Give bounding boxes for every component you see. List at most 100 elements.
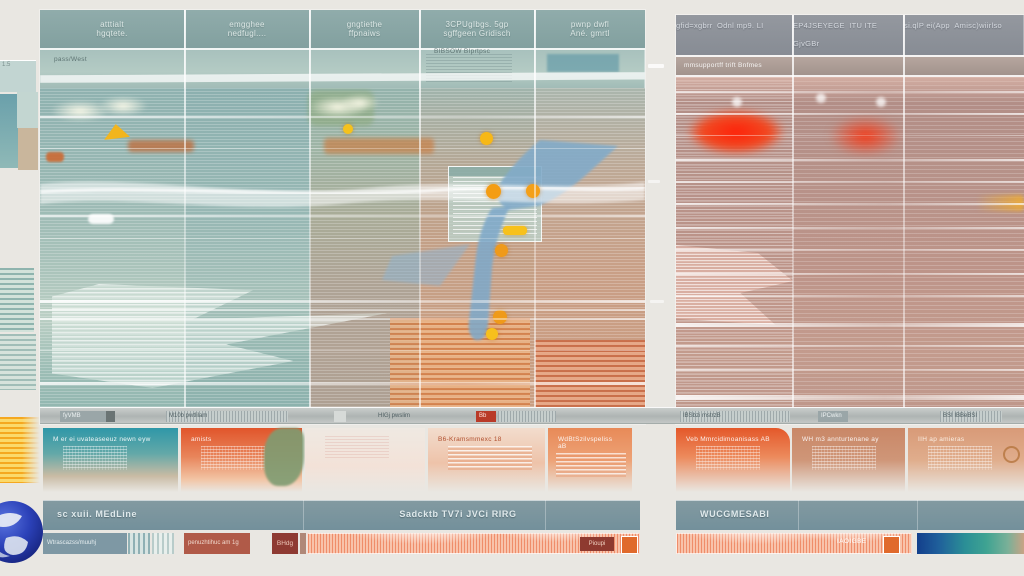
toolbar-chip[interactable]: HIGj pwslim: [378, 413, 411, 419]
gradient-scale-bar[interactable]: [917, 533, 1024, 554]
row-separator: [40, 350, 645, 351]
column-header[interactable]: emgghee nedfugl....: [185, 10, 310, 48]
header-line: Odnl mp9. LI: [717, 21, 764, 30]
white-oval: [88, 214, 114, 224]
footer-striped-chip[interactable]: [152, 533, 174, 554]
column-separator: [419, 10, 421, 424]
subheader-cell: [185, 50, 310, 90]
column-header[interactable]: EP4JSEYEGE ITU ITE GjvGBr: [793, 15, 905, 55]
footer-divider: [798, 500, 799, 530]
toolbar-chip[interactable]: fyVMB: [60, 411, 108, 422]
card-dotted-text: [696, 446, 760, 470]
row-separator: [676, 113, 1024, 115]
white-wave-line: [40, 186, 645, 195]
blue-wedge-shape: [382, 244, 470, 286]
footer-chart-strip[interactable]: Pioupi: [307, 533, 640, 554]
left-data-table: atttialt hgqtete. emgghee nedfugl.... gn…: [40, 10, 645, 424]
toolbar-chip[interactable]: [106, 411, 115, 422]
margin-striped-fragment: [0, 334, 36, 390]
row-separator: [676, 135, 1024, 136]
header-line: hgqtete.: [96, 29, 128, 38]
summary-card[interactable]: WdBtSzilvspeliss aB: [548, 428, 632, 492]
chart-label: IAOIGBE: [837, 538, 867, 545]
white-dot: [732, 97, 742, 107]
toolbar-chip[interactable]: [498, 411, 556, 422]
header-line: Amisc)wiirlso: [954, 21, 1003, 30]
row-separator: [676, 273, 1024, 275]
card-dotted-text: [556, 453, 626, 477]
subheader-text: BIBSOW BIprtpsc: [434, 48, 491, 55]
gap-tick: [648, 180, 660, 183]
orange-striped-rows: [390, 318, 530, 412]
footer-header-bar: WUCGMESABI: [676, 500, 1024, 530]
margin-striped-fragment: [0, 268, 34, 332]
footer-chart-strip[interactable]: IAOIGBE: [676, 533, 912, 554]
marker-dot[interactable]: [526, 184, 540, 198]
marker-dot[interactable]: [480, 132, 493, 145]
glow-spot: [340, 94, 380, 112]
toolbar-chip[interactable]: M10b pwtlilam: [166, 411, 288, 422]
subheader-cell: [535, 50, 645, 90]
footer-chip[interactable]: Wtrascazss/muuhj: [43, 533, 127, 554]
header-line: sgffgeen Gridisch: [443, 29, 511, 38]
globe-landmass: [0, 513, 22, 527]
row-separator: [676, 91, 1024, 93]
globe-sphere: [0, 501, 43, 563]
header-line: gfid=xgbrr: [676, 21, 713, 30]
column-header[interactable]: 3CPUgIbgs. 5gp sgffgeen Gridisch: [420, 10, 535, 48]
footer-striped-chip[interactable]: [128, 533, 150, 554]
card-dotted-text: [201, 446, 265, 470]
summary-card[interactable]: WH m3 annturtenane ay: [792, 428, 905, 492]
marker-bar[interactable]: [503, 226, 527, 235]
summary-card[interactable]: B6-Kramsmmexc 18: [428, 428, 545, 492]
column-header[interactable]: gngtiethe ffpnaiws: [310, 10, 420, 48]
column-header[interactable]: atttialt hgqtete.: [40, 10, 185, 48]
card-dotted-text: [63, 446, 127, 470]
column-header[interactable]: pwnp dwfl Ané. gmrtl: [535, 10, 645, 48]
marker-dot[interactable]: [495, 244, 508, 257]
toolbar-chip[interactable]: IPCwkn: [818, 411, 848, 422]
chart-label-chip[interactable]: Pioupi: [580, 537, 614, 551]
row-separator: [40, 116, 645, 118]
highlight-wedge: [40, 72, 645, 83]
marker-dot[interactable]: [486, 328, 498, 340]
toolbar-chip[interactable]: [334, 411, 346, 422]
summary-card[interactable]: amists: [181, 428, 304, 492]
footer-divider: [917, 500, 918, 530]
summary-card[interactable]: M er ei uvateaseeuz newn eyw: [43, 428, 178, 492]
toolbar-chip[interactable]: IBSbzi mstrzB: [680, 411, 790, 422]
marker-dot[interactable]: [486, 184, 501, 199]
right-table-body: [676, 77, 1024, 424]
orange-chip[interactable]: [621, 536, 638, 554]
footer-chip[interactable]: BHdg: [272, 533, 298, 554]
footer-chip[interactable]: penuzhtihuc am 1g: [184, 533, 250, 554]
column-header[interactable]: si.qlP ei(App Amisc)wiirlso: [904, 15, 1024, 55]
orange-chip[interactable]: [883, 536, 900, 554]
summary-card[interactable]: Veb Mmrcidimoanisass AB: [676, 428, 790, 492]
scroll-toolbar-strip[interactable]: fyVMB M10b pwtlilam HIGj pwslim Bb IBSbz…: [40, 407, 1024, 424]
marker-dot[interactable]: [343, 124, 353, 134]
summary-card[interactable]: [305, 428, 425, 492]
row-separator: [40, 300, 645, 303]
footer-chip: [300, 533, 306, 554]
margin-chip: 1.5: [0, 60, 36, 92]
glow-spot: [98, 96, 148, 116]
card-title: WdBtSzilvspeliss aB: [558, 436, 613, 450]
row-separator: [40, 318, 645, 320]
row-separator: [676, 249, 1024, 251]
right-table-subheader-row: mmsupportff trift Bnfmes: [676, 55, 1024, 77]
card-dotted-text: [325, 436, 389, 460]
summary-card[interactable]: IIH ap amieras: [908, 428, 1024, 492]
card-dotted-text: [928, 446, 992, 470]
gap-tick: [648, 64, 664, 68]
subheader-cell: [310, 50, 420, 90]
row-separator: [40, 382, 645, 385]
row-separator: [40, 238, 645, 239]
orange-swatch: [0, 417, 40, 483]
toolbar-chip[interactable]: BSI IBBeBSI: [940, 411, 1002, 422]
column-header[interactable]: gfid=xgbrr Odnl mp9. LI: [676, 15, 793, 55]
toolbar-chip[interactable]: Bb: [476, 411, 496, 422]
marker-dot[interactable]: [493, 310, 507, 324]
white-dot: [876, 97, 886, 107]
margin-light-block: [17, 92, 38, 128]
